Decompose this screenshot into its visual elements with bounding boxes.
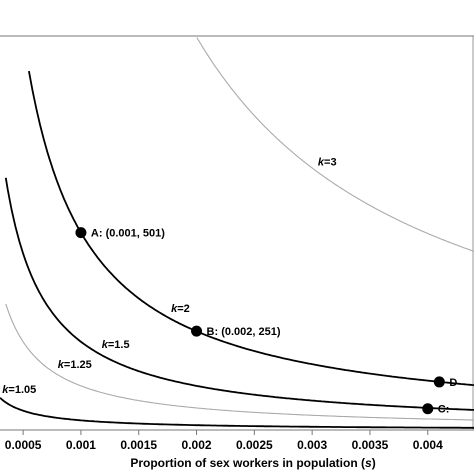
x-tick-label: 0.002: [182, 438, 212, 452]
point-label-b-0-002-251: B: (0.002, 251): [207, 326, 281, 338]
series-line-k-1-05: [0, 397, 474, 429]
series-label-k-3: k=3: [318, 156, 337, 168]
point-label-a-0-001-501: A: (0.001, 501): [91, 228, 165, 240]
point-c: [422, 403, 434, 415]
series-line-k-1-25: [5, 303, 474, 421]
point-labels: A: (0.001, 501) B: (0.002, 251) C: D: [91, 228, 457, 416]
series-line-k-3: [196, 37, 474, 252]
x-tick-label: 0.0005: [5, 438, 42, 452]
series-label-k-1-5: k=1.5: [102, 339, 130, 351]
series-line-k-1-5: [4, 177, 474, 411]
x-tick-label: 0.0025: [236, 438, 273, 452]
x-tick-label: 0.004: [413, 438, 443, 452]
series-label-k-1-25: k=1.25: [58, 359, 92, 371]
series-labels: k=3 k=2 k=1.5 k=1.25 k=1.05: [2, 156, 336, 396]
x-tick-label: 0.003: [297, 438, 327, 452]
point-label-c: C:: [438, 404, 450, 416]
x-axis-ticks: 0.0005 0.001 0.0015 0.002 0.0025 0.003 0.0035 0…: [5, 430, 443, 452]
point-b-0-002-251: [191, 325, 203, 337]
point-label-d: D: [449, 377, 457, 389]
x-tick-label: 0.0035: [352, 438, 389, 452]
series-lines: [0, 37, 474, 429]
point-d: [433, 376, 445, 388]
series-label-k-1-05: k=1.05: [2, 384, 36, 396]
x-axis-label: Proportion of sex workers in population …: [130, 456, 375, 470]
series-line-k-2: [28, 70, 474, 386]
data-points: [75, 227, 445, 415]
x-tick-label: 0.0015: [120, 438, 157, 452]
point-a-0-001-501: [75, 227, 87, 239]
x-tick-label: 0.001: [66, 438, 96, 452]
series-label-k-2: k=2: [171, 303, 190, 315]
